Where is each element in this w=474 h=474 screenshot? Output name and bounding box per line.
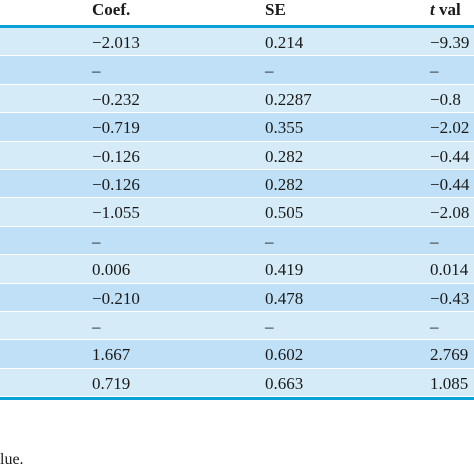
cell-se: 0.282 [265,146,304,166]
regression-table: Coef. SE t val −2.013 0.214 −9.39 – – – −0.232… [0,0,474,401]
table-row: – – – [0,56,474,85]
cell-t-value: 1.085 [430,373,469,393]
table-row: −0.232 0.2287 −0.8 [0,84,474,114]
cell-coef: −0.126 [92,146,140,166]
table-row: – – – [0,226,474,256]
header-se: SE [265,0,286,19]
cell-se: 0.355 [265,118,304,138]
cell-coef: 0.006 [92,260,131,280]
cell-t-value: −2.02 [430,118,470,138]
cell-t-value: −9.39 [430,33,470,52]
cell-coef: −0.126 [92,174,140,194]
table-row: −0.126 0.282 −0.44 [0,169,474,199]
cell-t-value: −0.8 [430,89,461,109]
cell-coef: −0.210 [92,288,140,308]
table-row: −1.055 0.505 −2.08 [0,198,474,227]
header-t-rest: val [434,0,461,19]
cell-se: 0.663 [265,373,304,393]
cell-se: 0.2287 [265,89,312,109]
cell-t-value: – [430,231,439,251]
cell-se: 0.214 [265,33,304,52]
cell-coef: −0.719 [92,118,140,138]
table-row: −2.013 0.214 −9.39 [0,28,474,57]
cell-coef: −2.013 [92,33,140,52]
table-row: −0.719 0.355 −2.02 [0,113,474,142]
cell-t-value: −0.44 [430,146,470,166]
cell-se: 0.602 [265,345,304,365]
header-coef: Coef. [92,0,131,19]
table-row: 0.719 0.663 1.085 [0,368,474,398]
cell-coef: 1.667 [92,345,131,365]
cell-t-value: −2.08 [430,203,470,223]
table-row: – – – [0,311,474,341]
cell-coef: – [92,231,101,251]
table-footnote: lue. [0,451,24,468]
header-t-value: t val [430,1,461,18]
cell-se: – [265,231,274,251]
cell-t-value: 2.769 [430,345,469,365]
cell-se: 0.282 [265,174,304,194]
cell-t-value: −0.44 [430,174,470,194]
header-t-letter: t [430,0,435,19]
table-row: −0.210 0.478 −0.43 [0,283,474,312]
table-bottom-rule [0,397,474,401]
table-row: 0.006 0.419 0.014 [0,255,474,284]
cell-coef: – [92,61,101,81]
cell-se: – [265,61,274,81]
cell-t-value: – [430,316,439,336]
cell-t-value: 0.014 [430,260,469,280]
cell-se: 0.478 [265,288,304,308]
cell-se: 0.419 [265,260,304,280]
cell-coef: −0.232 [92,89,140,109]
cell-coef: – [92,316,101,336]
table-row: −0.126 0.282 −0.44 [0,141,474,170]
table-header-row: Coef. SE t val [0,0,474,28]
cell-coef: 0.719 [92,373,131,393]
cell-coef: −1.055 [92,203,140,223]
cell-se: 0.505 [265,203,304,223]
cell-t-value: −0.43 [430,288,470,308]
cell-t-value: – [430,61,439,81]
cell-se: – [265,316,274,336]
table-body: −2.013 0.214 −9.39 – – – −0.232 0.2287 −0.8 −0.71… [0,28,474,398]
table-row: 1.667 0.602 2.769 [0,340,474,369]
